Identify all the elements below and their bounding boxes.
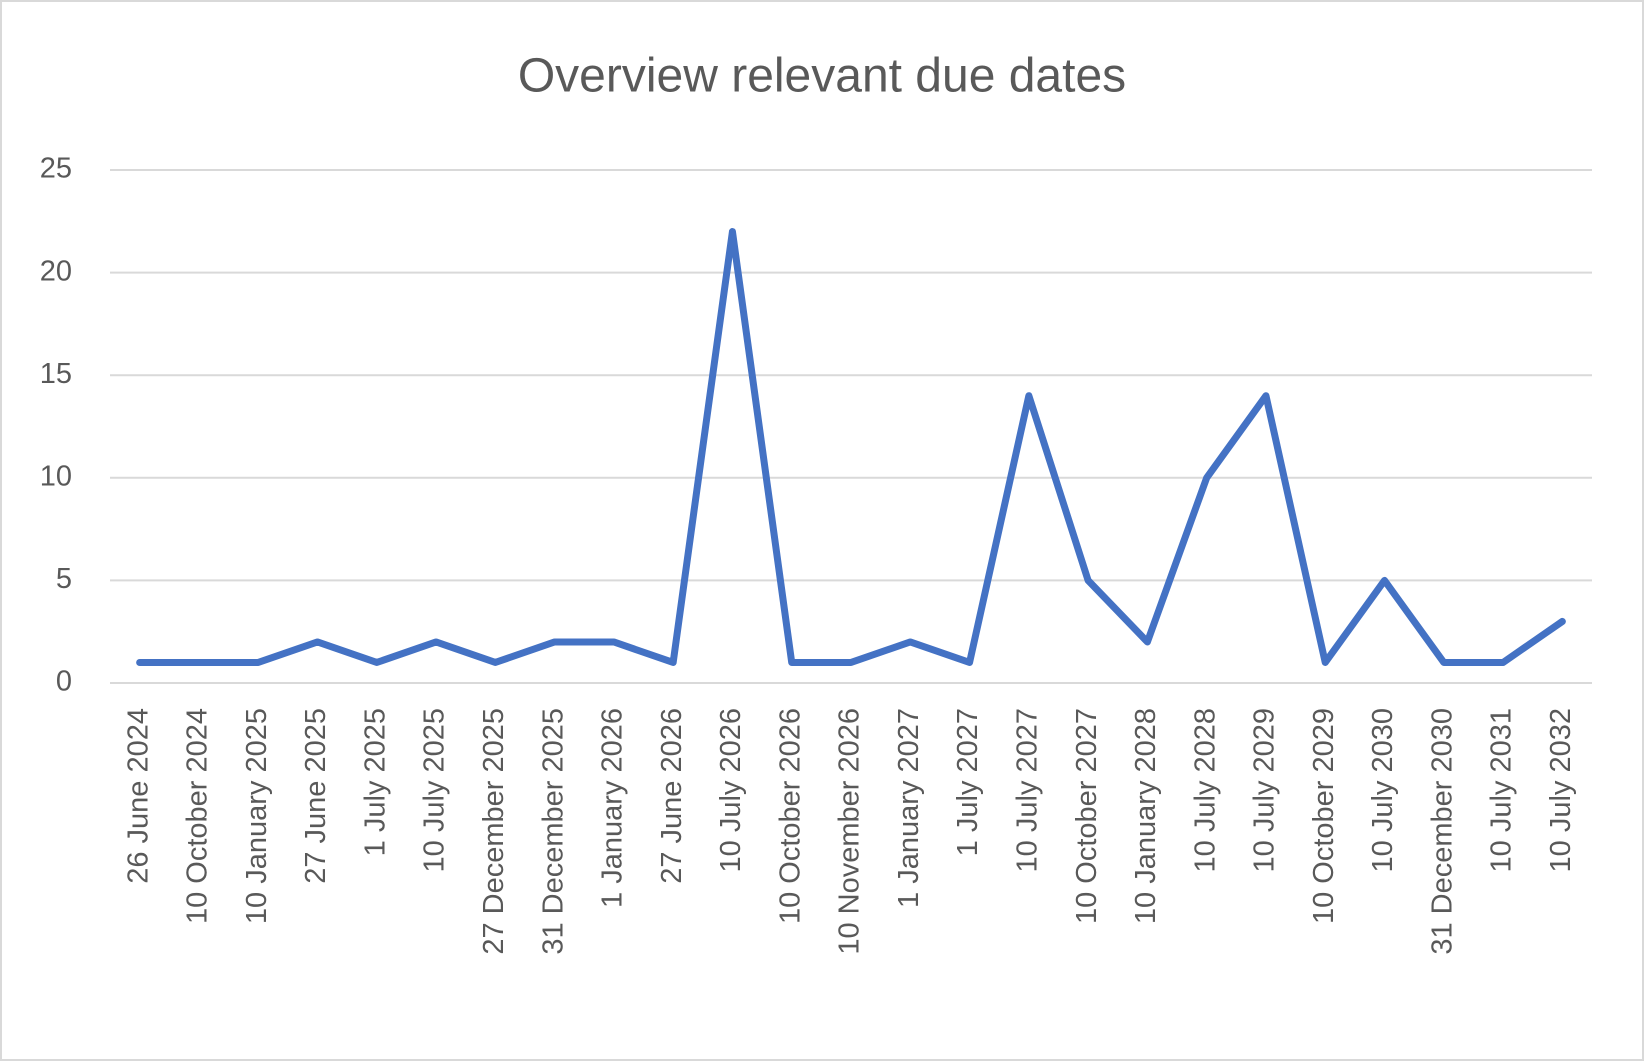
y-tick-label: 25: [40, 153, 72, 185]
x-tick-label: 10 October 2027: [1071, 708, 1103, 924]
x-tick-label: 10 July 2027: [1011, 708, 1043, 872]
x-tick-label: 31 December 2030: [1426, 708, 1458, 955]
x-tick-label: 1 January 2026: [597, 708, 629, 908]
x-tick-label: 10 July 2026: [715, 708, 747, 872]
x-tick-label: 10 July 2028: [1189, 708, 1221, 872]
y-tick-label: 15: [40, 358, 72, 390]
x-tick-label: 10 July 2032: [1545, 708, 1577, 872]
x-tick-label: 10 October 2026: [774, 708, 806, 924]
x-tick-label: 1 January 2027: [893, 708, 925, 908]
x-tick-label: 26 June 2024: [122, 708, 154, 884]
x-tick-label: 10 January 2025: [241, 708, 273, 924]
x-tick-label: 31 December 2025: [537, 708, 569, 955]
x-tick-label: 1 July 2025: [359, 708, 391, 856]
x-tick-label: 27 December 2025: [478, 708, 510, 955]
x-tick-label: 10 July 2031: [1486, 708, 1518, 872]
x-tick-label: 10 October 2024: [182, 708, 214, 924]
data-line: [136, 228, 1566, 666]
x-tick-label: 27 June 2025: [300, 708, 332, 884]
y-tick-label: 0: [56, 666, 72, 698]
x-tick-label: 10 October 2029: [1308, 708, 1340, 924]
x-tick-label: 1 July 2027: [952, 708, 984, 856]
y-tick-label: 20: [40, 255, 72, 287]
x-tick-label: 10 July 2029: [1249, 708, 1281, 872]
x-tick-label: 10 January 2028: [1130, 708, 1162, 924]
y-tick-label: 5: [56, 563, 72, 595]
x-tick-label: 10 July 2025: [419, 708, 451, 872]
x-tick-label: 10 November 2026: [834, 708, 866, 955]
x-tick-label: 10 July 2030: [1367, 708, 1399, 872]
y-tick-label: 10: [40, 460, 72, 492]
x-tick-label: 27 June 2026: [656, 708, 688, 884]
chart-title: Overview relevant due dates: [518, 50, 1126, 103]
